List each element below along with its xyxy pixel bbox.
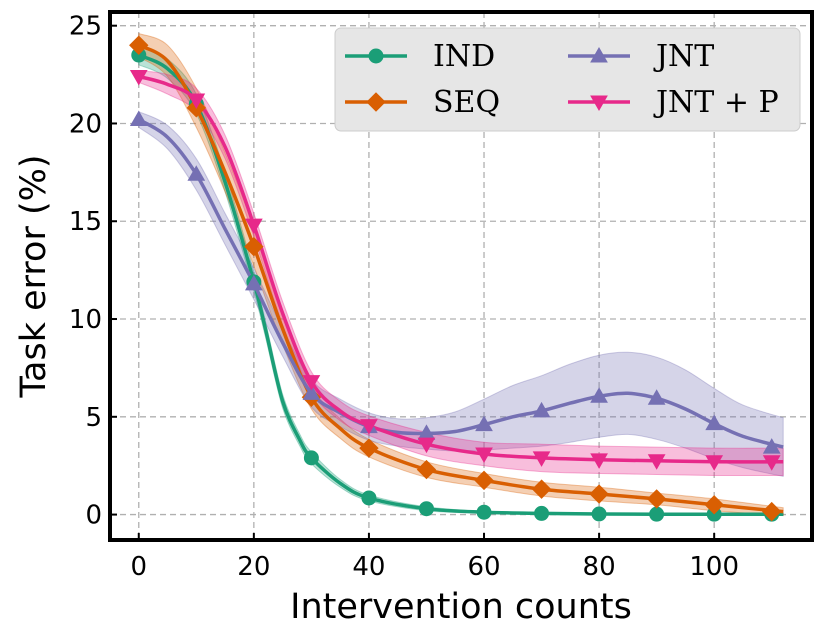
y-axis-title: Task error (%): [14, 154, 54, 398]
legend-label-jnt-p: JNT + P: [653, 85, 779, 120]
legend: IND SEQ JNT JNT + P: [334, 27, 801, 132]
y-tick-label: 15: [69, 207, 102, 237]
axis-ticks: 0 20 40 60 80 100 0 5 10 15 20 25: [69, 12, 739, 582]
point-jnt: [590, 387, 608, 403]
y-tick-label: 25: [69, 12, 102, 42]
point-jnt: [647, 389, 666, 405]
legend-marker-jnt: [590, 46, 608, 63]
point-jnt: [532, 401, 551, 418]
point-seq: [474, 470, 494, 491]
point-jnt: [302, 384, 321, 400]
legend-label-seq: SEQ: [433, 85, 500, 120]
point-jnt-p: [417, 437, 436, 454]
point-jnt-p: [590, 453, 608, 469]
series-markers: [129, 35, 782, 522]
point-jnt-p: [532, 451, 551, 467]
point-seq: [589, 484, 609, 504]
legend-box: [334, 27, 801, 132]
point-seq: [762, 501, 782, 522]
point-jnt: [187, 165, 206, 181]
x-tick-label: 0: [130, 552, 147, 582]
y-tick-label: 0: [85, 501, 102, 531]
legend-label-ind: IND: [433, 39, 495, 74]
y-tick-label: 5: [85, 403, 102, 433]
x-axis-title: Intervention counts: [290, 587, 632, 627]
line-jnt: [137, 118, 784, 449]
point-ind: [418, 501, 434, 517]
point-jnt-p: [187, 93, 206, 110]
point-jnt-p: [302, 375, 321, 391]
point-ind: [591, 506, 607, 522]
plot-frame: [108, 10, 814, 542]
point-ind: [476, 504, 492, 520]
legend-marker-jnt-p: [590, 95, 608, 112]
point-jnt: [475, 415, 493, 432]
point-seq: [244, 236, 264, 257]
point-jnt-p: [705, 455, 724, 471]
point-jnt: [129, 110, 148, 127]
legend-marker-seq: [366, 92, 386, 112]
x-tick-label: 40: [352, 552, 385, 582]
legend-marker-ind: [368, 48, 384, 64]
point-jnt-p: [762, 455, 781, 471]
point-jnt-p: [647, 454, 666, 470]
x-tick-label: 60: [467, 552, 500, 582]
point-jnt: [705, 414, 724, 431]
point-seq: [646, 489, 667, 509]
point-jnt-p: [129, 70, 148, 86]
point-jnt: [762, 438, 781, 454]
line-seq: [137, 43, 784, 514]
point-seq: [129, 35, 149, 55]
x-tick-label: 20: [237, 552, 270, 582]
point-seq: [416, 459, 437, 480]
point-jnt-p: [244, 218, 263, 235]
x-tick-label: 80: [583, 552, 616, 582]
point-ind: [649, 506, 665, 522]
y-tick-label: 20: [69, 109, 102, 139]
point-seq: [359, 438, 379, 458]
point-ind: [534, 505, 550, 521]
point-jnt-p: [475, 447, 493, 463]
point-jnt: [244, 274, 263, 291]
y-tick-label: 10: [69, 305, 102, 335]
point-seq: [704, 495, 724, 515]
line-jnt-p: [138, 74, 784, 464]
x-tick-label: 100: [689, 552, 739, 582]
point-ind: [303, 450, 319, 466]
point-ind: [361, 490, 377, 506]
legend-label-jnt: JNT: [653, 39, 714, 74]
point-seq: [531, 479, 552, 499]
point-jnt-p: [360, 419, 378, 435]
